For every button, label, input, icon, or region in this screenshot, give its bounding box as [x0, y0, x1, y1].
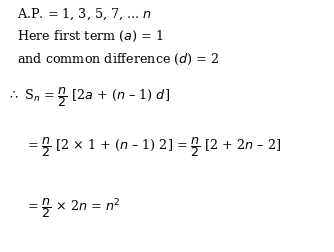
- Text: Here first term ($a$) = 1: Here first term ($a$) = 1: [17, 29, 163, 44]
- Text: and common difference ($d$) = 2: and common difference ($d$) = 2: [17, 52, 219, 67]
- Text: = $\dfrac{n}{2}$ × 2$n$ = $n^2$: = $\dfrac{n}{2}$ × 2$n$ = $n^2$: [27, 196, 120, 220]
- Text: $\therefore\ $S$_n$ = $\dfrac{n}{2}$ [2$a$ + ($n$ – 1) $d$]: $\therefore\ $S$_n$ = $\dfrac{n}{2}$ [2$…: [7, 85, 170, 109]
- Text: A.P. = 1, 3, 5, 7, ... $n$: A.P. = 1, 3, 5, 7, ... $n$: [17, 6, 152, 22]
- Text: = $\dfrac{n}{2}$ [2 × 1 + ($n$ – 1) 2] = $\dfrac{n}{2}$ [2 + 2$n$ – 2]: = $\dfrac{n}{2}$ [2 × 1 + ($n$ – 1) 2] =…: [27, 135, 281, 160]
